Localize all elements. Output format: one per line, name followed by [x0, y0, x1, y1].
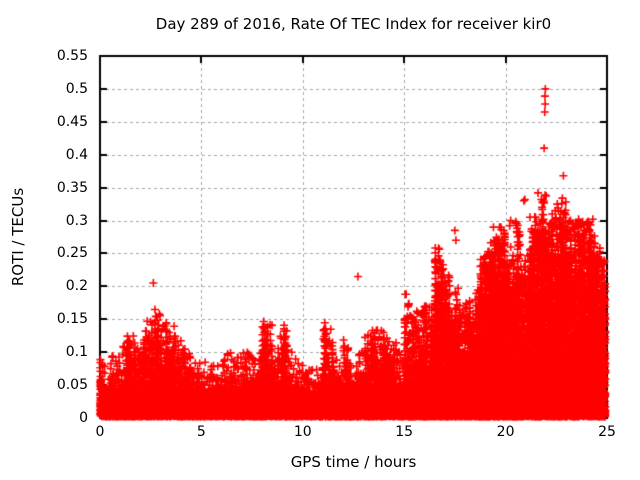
x-axis-tick-label: 20: [496, 424, 515, 440]
y-axis-tick-label: 0.1: [65, 344, 88, 361]
y-axis-tick-label: 0.4: [65, 146, 88, 163]
chart-title: Day 289 of 2016, Rate Of TEC Index for r…: [155, 15, 552, 33]
y-axis-tick-label: 0.2: [65, 278, 88, 295]
y-axis-tick-label: 0: [79, 410, 88, 426]
y-axis-tick-label: 0.25: [56, 245, 88, 262]
x-axis-tick-label: 25: [598, 424, 616, 440]
x-axis-label: GPS time / hours: [290, 453, 417, 471]
y-axis-tick-label: 0.5: [65, 80, 88, 97]
y-axis-tick-label: 0.55: [56, 48, 88, 64]
y-axis-tick-label: 0.3: [65, 212, 88, 229]
y-axis-tick-label: 0.45: [56, 113, 88, 130]
y-axis-tick-label: 0.15: [56, 311, 88, 328]
y-axis-tick-label: 0.35: [56, 179, 88, 196]
x-axis-tick-label: 10: [293, 424, 312, 440]
x-axis-tick-label: 5: [196, 424, 206, 440]
x-axis-tick-label: 15: [395, 424, 414, 440]
x-axis-tick-label: 0: [95, 424, 105, 440]
y-axis-label: ROTI / TECUs: [9, 187, 27, 287]
y-axis-tick-label: 0.05: [56, 377, 88, 394]
